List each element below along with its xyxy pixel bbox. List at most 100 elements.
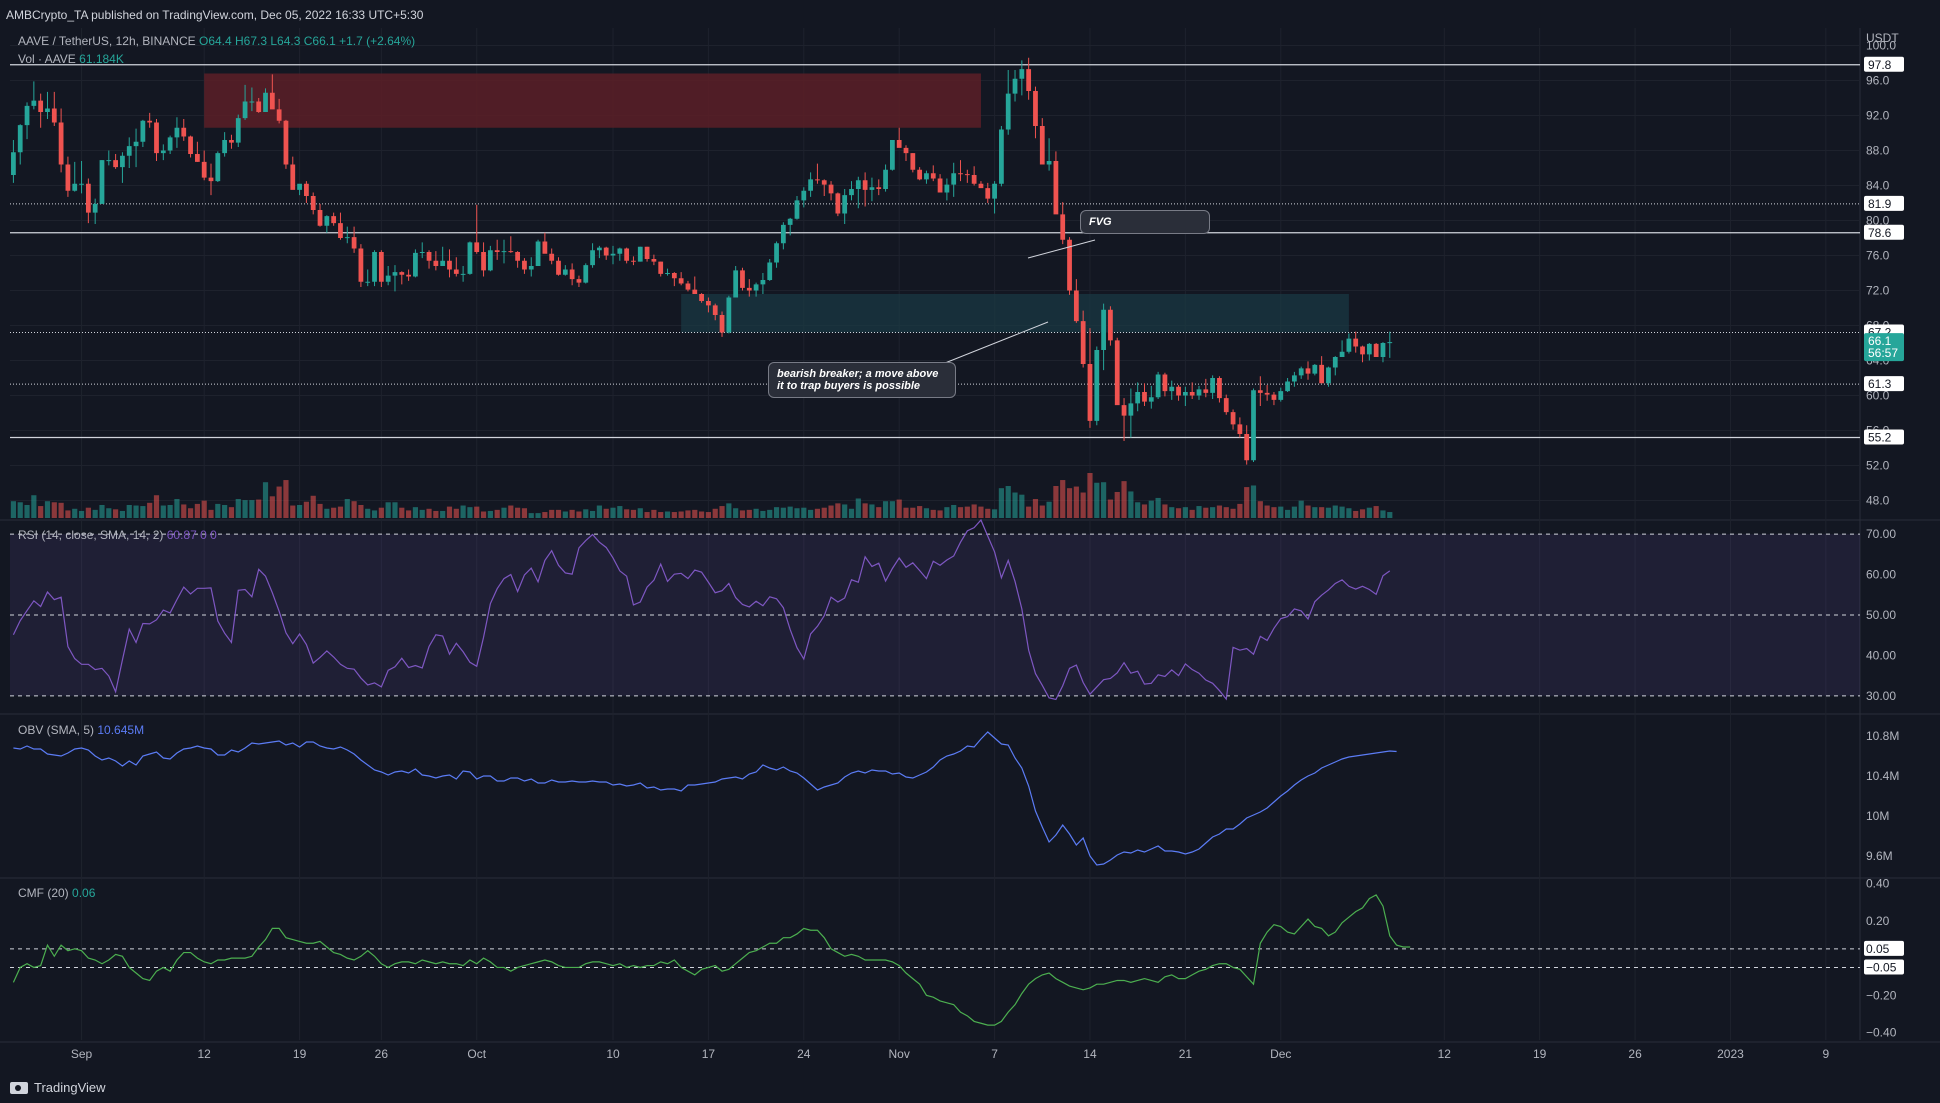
candle-body[interactable]: [453, 269, 459, 274]
candle-body[interactable]: [1298, 368, 1304, 376]
breaker-callout[interactable]: bearish breaker; a move above it to trap…: [768, 362, 956, 398]
candle-body[interactable]: [780, 224, 786, 244]
candle-body[interactable]: [317, 210, 323, 226]
cmf-label[interactable]: CMF (20): [18, 886, 69, 900]
candle-body[interactable]: [828, 184, 834, 194]
candle-body[interactable]: [1176, 386, 1181, 396]
candle-body[interactable]: [733, 270, 739, 298]
candle-body[interactable]: [930, 173, 936, 179]
candle-body[interactable]: [896, 140, 902, 148]
candle-body[interactable]: [338, 223, 343, 238]
volume-label[interactable]: Vol · AAVE: [18, 52, 76, 66]
candle-body[interactable]: [685, 283, 691, 290]
candle-body[interactable]: [924, 173, 929, 180]
candle-body[interactable]: [678, 278, 684, 284]
candle-body[interactable]: [160, 150, 166, 154]
candle-body[interactable]: [1257, 390, 1263, 393]
candle-body[interactable]: [283, 120, 289, 165]
candle-body[interactable]: [1046, 161, 1052, 165]
candle-body[interactable]: [242, 101, 248, 119]
candle-body[interactable]: [276, 109, 282, 121]
candle-body[interactable]: [590, 250, 595, 266]
candle-body[interactable]: [208, 177, 214, 182]
candle-body[interactable]: [835, 193, 841, 214]
candle-body[interactable]: [249, 101, 255, 103]
candle-body[interactable]: [576, 279, 582, 283]
candle-body[interactable]: [344, 237, 350, 239]
candle-body[interactable]: [140, 120, 146, 142]
candle-body[interactable]: [801, 190, 807, 201]
candle-body[interactable]: [1196, 389, 1202, 396]
candle-body[interactable]: [222, 140, 228, 154]
candle-body[interactable]: [556, 260, 561, 275]
candle-body[interactable]: [692, 289, 698, 294]
candle-body[interactable]: [910, 153, 916, 170]
candle-body[interactable]: [1182, 392, 1188, 396]
candle-body[interactable]: [903, 147, 909, 154]
candle-body[interactable]: [51, 108, 57, 123]
candle-body[interactable]: [944, 184, 950, 193]
candle-body[interactable]: [787, 218, 793, 225]
candle-body[interactable]: [951, 173, 957, 185]
candle-body[interactable]: [855, 180, 861, 189]
candle-body[interactable]: [406, 274, 411, 277]
candle-body[interactable]: [665, 273, 670, 274]
candle-body[interactable]: [1366, 343, 1372, 355]
candle-body[interactable]: [644, 246, 650, 259]
candle-body[interactable]: [92, 203, 98, 213]
rsi-line[interactable]: [12, 518, 1391, 701]
candle-body[interactable]: [1005, 93, 1011, 130]
candle-body[interactable]: [1073, 290, 1079, 322]
candle-body[interactable]: [1080, 321, 1086, 364]
candle-body[interactable]: [849, 189, 854, 196]
candle-body[interactable]: [310, 196, 316, 210]
fvg-callout[interactable]: FVG: [1080, 210, 1210, 234]
candle-body[interactable]: [297, 183, 302, 190]
candle-body[interactable]: [999, 129, 1004, 184]
candle-body[interactable]: [1142, 392, 1147, 402]
candle-body[interactable]: [304, 183, 309, 196]
candle-body[interactable]: [1121, 405, 1127, 416]
supply-zone[interactable]: [204, 73, 981, 128]
candle-body[interactable]: [753, 284, 759, 291]
candle-body[interactable]: [862, 180, 868, 190]
candle-body[interactable]: [876, 187, 882, 189]
candle-body[interactable]: [1339, 351, 1345, 357]
candle-body[interactable]: [760, 280, 766, 285]
candle-body[interactable]: [385, 275, 391, 282]
candle-body[interactable]: [958, 173, 963, 175]
candle-body[interactable]: [1285, 381, 1290, 392]
candle-body[interactable]: [433, 260, 439, 266]
candle-body[interactable]: [992, 183, 997, 199]
candle-body[interactable]: [351, 237, 357, 249]
candle-body[interactable]: [1101, 309, 1106, 350]
candle-body[interactable]: [719, 315, 725, 333]
candle-body[interactable]: [372, 252, 377, 282]
candle-body[interactable]: [440, 260, 446, 266]
candle-body[interactable]: [487, 250, 493, 271]
candle-body[interactable]: [1067, 239, 1072, 291]
candle-body[interactable]: [1094, 350, 1100, 421]
candle-body[interactable]: [1380, 343, 1386, 357]
candle-body[interactable]: [651, 259, 657, 262]
candle-body[interactable]: [447, 260, 452, 270]
candle-body[interactable]: [1292, 375, 1297, 382]
candle-body[interactable]: [1033, 91, 1038, 126]
candle-body[interactable]: [269, 92, 275, 110]
candle-body[interactable]: [528, 266, 534, 270]
candle-body[interactable]: [808, 179, 813, 191]
candle-body[interactable]: [65, 164, 71, 191]
candle-body[interactable]: [1148, 397, 1154, 402]
candle-body[interactable]: [72, 183, 78, 191]
candle-body[interactable]: [1237, 424, 1243, 434]
candle-body[interactable]: [1128, 403, 1134, 416]
candle-body[interactable]: [419, 252, 425, 253]
candle-body[interactable]: [726, 297, 732, 333]
candle-body[interactable]: [1223, 398, 1229, 413]
candle-body[interactable]: [1162, 374, 1168, 392]
candle-body[interactable]: [522, 260, 527, 270]
obv-label[interactable]: OBV (SMA, 5): [18, 723, 95, 737]
candle-body[interactable]: [535, 241, 541, 267]
candle-body[interactable]: [1210, 378, 1216, 393]
